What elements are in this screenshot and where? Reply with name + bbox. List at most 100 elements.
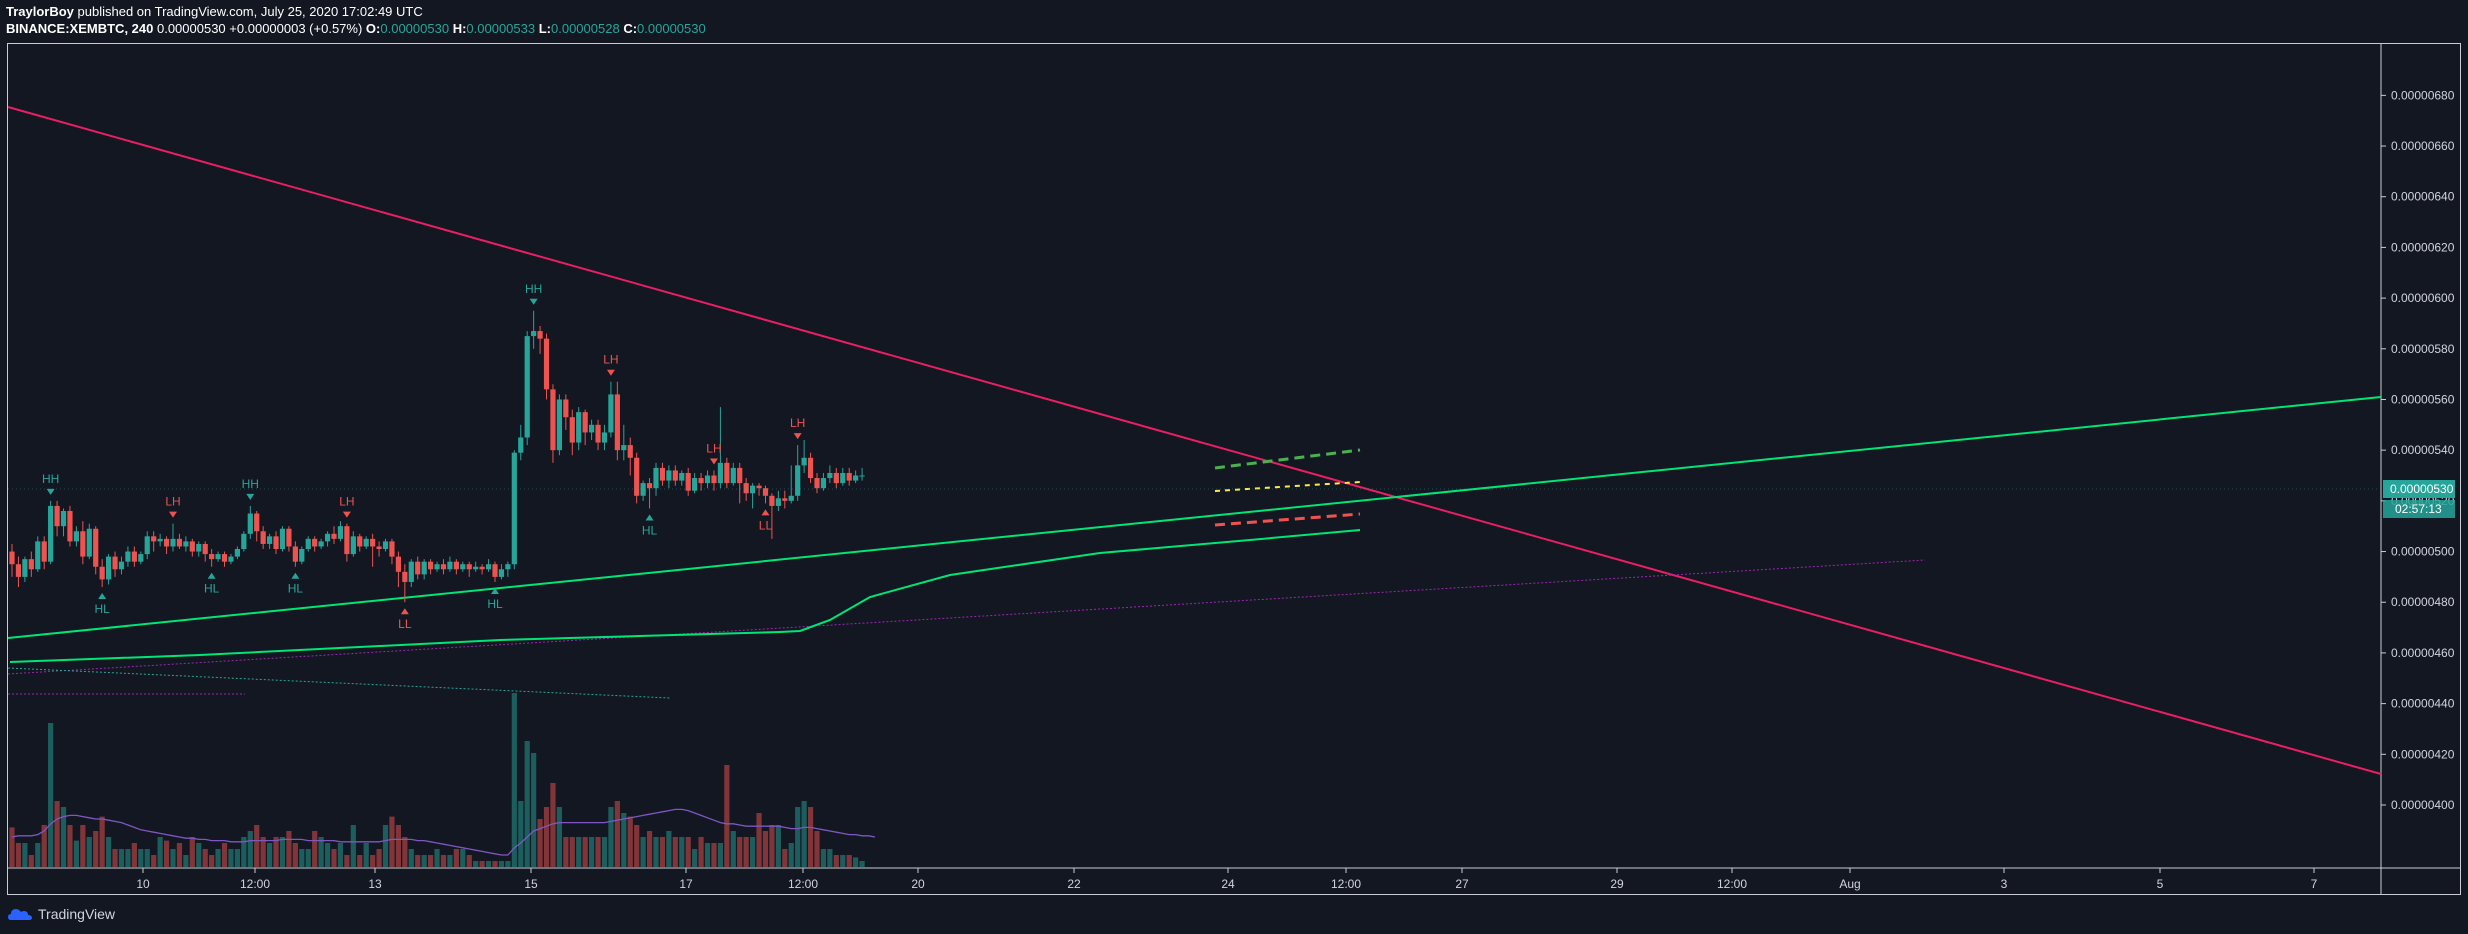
volume-bar [292, 843, 298, 867]
volume-bar [138, 849, 144, 867]
volume-bar [666, 831, 672, 867]
marker-label: LH [339, 495, 354, 509]
volume-bar [273, 837, 279, 867]
volume-bar [524, 741, 530, 867]
candle-body [395, 556, 401, 572]
volume-bar [305, 849, 311, 867]
candle-body [601, 432, 608, 443]
volume-bar [260, 837, 266, 867]
candle-body [627, 445, 633, 458]
marker-arrow [46, 488, 55, 495]
tradingview-logo[interactable]: TradingView [8, 906, 115, 922]
candle-body [537, 331, 543, 339]
candle-body [67, 510, 73, 542]
volume-bar [331, 849, 337, 867]
volume-bar [402, 837, 408, 867]
volume-bar [531, 753, 537, 867]
volume-bar [60, 807, 67, 867]
volume-bar [41, 825, 47, 867]
candle-body [485, 564, 492, 570]
x-tick-label: 5 [2157, 877, 2164, 891]
candle-body [820, 478, 827, 489]
volume-bar [827, 849, 833, 867]
channel-lower-line [1214, 512, 1361, 527]
candle-body [743, 483, 749, 494]
y-tick-label: 0.00000540 [2391, 443, 2455, 457]
x-tick-label: 17 [679, 877, 693, 891]
candle-body [550, 389, 556, 451]
candle-body [595, 424, 601, 443]
volume-bar [112, 849, 118, 867]
low-value: 0.00000528 [551, 21, 620, 36]
volume-bar [324, 843, 331, 867]
candle-body [80, 531, 86, 557]
volume-bar [640, 837, 646, 867]
y-tick-label: 0.00000440 [2391, 697, 2455, 711]
author-name[interactable]: TraylorBoy [6, 4, 74, 19]
candle-body [209, 554, 215, 560]
volume-bar [118, 849, 125, 867]
candle-body [151, 536, 157, 542]
candle-body [402, 571, 408, 582]
volume-bar [254, 825, 260, 867]
volume-bar [621, 813, 627, 867]
high-value: 0.00000533 [466, 21, 536, 36]
marker-label: HL [204, 582, 220, 596]
countdown-tag-label: 02:57:13 [2395, 502, 2442, 516]
candle-body [524, 336, 530, 438]
x-tick-label: 22 [1067, 877, 1081, 891]
candle-body [775, 498, 781, 506]
teal-dotted-segment [7, 667, 671, 699]
volume-bar [9, 827, 15, 867]
candle-body [814, 478, 820, 489]
price-change: +0.00000003 (+0.57%) [229, 21, 363, 36]
volume-bar [267, 843, 273, 867]
volume-bar [485, 861, 492, 867]
volume-bar [807, 807, 814, 867]
volume-bar [67, 825, 73, 867]
volume-bar [814, 831, 820, 867]
y-tick-label: 0.00000620 [2391, 240, 2455, 254]
marker-arrow [207, 572, 216, 579]
volume-bar [163, 840, 170, 867]
volume-bar [788, 843, 794, 867]
candle-body [460, 564, 466, 570]
candle-body [833, 472, 839, 484]
candle-body [827, 472, 833, 479]
candle-body [215, 554, 221, 560]
volume-bar [144, 849, 150, 867]
marker-arrow [98, 593, 107, 600]
volume-bar [54, 801, 60, 867]
x-tick-label: 13 [368, 877, 382, 891]
candle-body [357, 536, 363, 547]
volume-bar [318, 837, 324, 867]
candle-body [415, 561, 421, 575]
y-tick-label: 0.00000660 [2391, 139, 2455, 153]
candle-body [428, 561, 434, 570]
marker-label: HL [288, 582, 304, 596]
marker-arrow [793, 433, 802, 440]
marker-label: LH [165, 495, 180, 509]
y-tick-label: 0.00000460 [2391, 646, 2455, 660]
candle-body [273, 536, 279, 550]
volume-bar [711, 843, 717, 867]
volume-bar [646, 831, 653, 867]
channel-upper-line [1214, 448, 1361, 470]
volume-bar [653, 837, 659, 867]
publish-text: published on TradingView.com, July 25, 2… [73, 4, 423, 19]
x-tick-label: 29 [1610, 877, 1624, 891]
volume-bar [782, 849, 788, 867]
volume-bar [80, 825, 86, 867]
candle-body [125, 551, 131, 562]
candle-body [421, 561, 427, 575]
volume-bar [479, 861, 485, 867]
marker-arrow [400, 608, 409, 615]
volume-ma-line [11, 808, 876, 856]
candle-body [144, 536, 150, 555]
candle-body [750, 485, 756, 494]
volume-bar [859, 861, 865, 867]
volume-bar [576, 837, 582, 867]
volume-bar [492, 861, 498, 867]
x-tick-label: 15 [524, 877, 538, 891]
